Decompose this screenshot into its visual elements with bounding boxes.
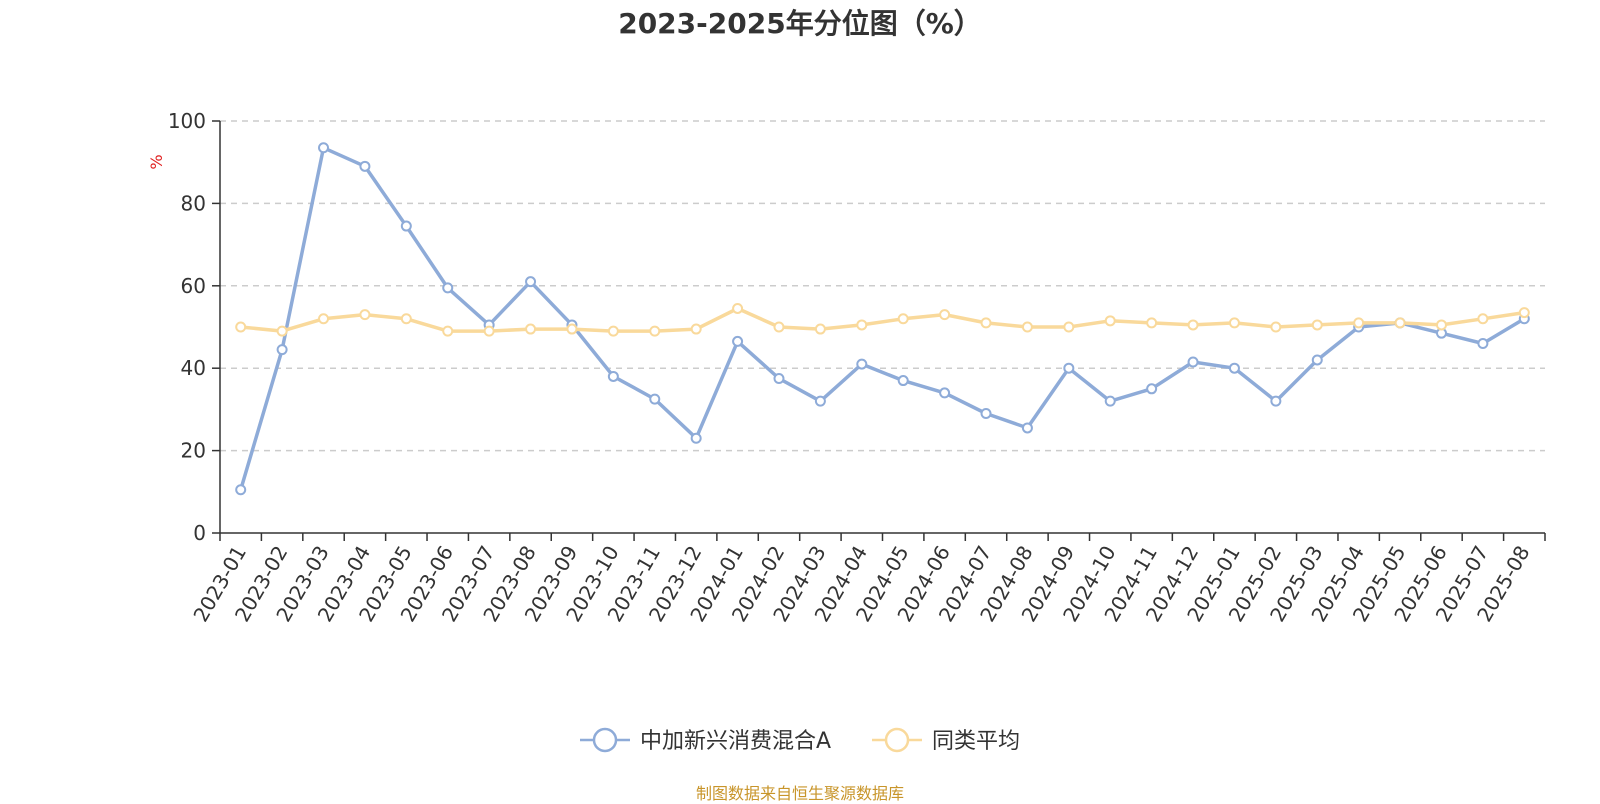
data-point-0[interactable] [1228, 362, 1240, 374]
grid-layer [220, 120, 1545, 452]
data-point-1[interactable] [359, 309, 371, 321]
data-point-0[interactable] [1311, 354, 1323, 366]
data-point-0[interactable] [732, 335, 744, 347]
series-line-0 [239, 146, 1526, 491]
legend[interactable]: 中加新兴消费混合A 同类平均 [580, 727, 1020, 754]
data-point-1[interactable] [897, 313, 909, 325]
data-point-1[interactable] [483, 325, 495, 337]
data-point-1[interactable] [1063, 321, 1075, 333]
data-point-1[interactable] [276, 325, 288, 337]
data-point-1[interactable] [400, 313, 412, 325]
data-point-1[interactable] [773, 321, 785, 333]
data-point-1[interactable] [607, 325, 619, 337]
series-layer [235, 142, 1530, 496]
y-tick-label: 100 [168, 109, 206, 133]
data-point-0[interactable] [318, 142, 330, 154]
legend-marker [884, 727, 910, 753]
data-point-1[interactable] [1021, 321, 1033, 333]
data-point-1[interactable] [566, 323, 578, 335]
y-tick-label: 60 [181, 274, 206, 298]
legend-marker [592, 727, 618, 753]
data-point-1[interactable] [649, 325, 661, 337]
data-point-0[interactable] [690, 432, 702, 444]
axis-layer: 020406080100%2023-012023-022023-032023-0… [147, 109, 1546, 626]
data-point-0[interactable] [939, 387, 951, 399]
series-line-1 [240, 306, 1525, 333]
data-point-1[interactable] [442, 325, 454, 337]
legend-label: 中加新兴消费混合A [640, 729, 831, 754]
y-tick-label: 0 [193, 521, 206, 545]
data-point-1[interactable] [690, 323, 702, 335]
data-point-1[interactable] [1353, 317, 1365, 329]
data-point-1[interactable] [525, 323, 537, 335]
data-point-1[interactable] [1187, 319, 1199, 331]
data-point-1[interactable] [1270, 321, 1282, 333]
data-point-0[interactable] [400, 220, 412, 232]
data-point-1[interactable] [1311, 319, 1323, 331]
data-point-0[interactable] [897, 375, 909, 387]
data-point-0[interactable] [1270, 395, 1282, 407]
data-point-1[interactable] [1146, 317, 1158, 329]
data-point-0[interactable] [359, 160, 371, 172]
data-point-1[interactable] [1228, 317, 1240, 329]
data-point-0[interactable] [442, 282, 454, 294]
data-point-0[interactable] [856, 358, 868, 370]
data-point-1[interactable] [1394, 317, 1406, 329]
data-point-0[interactable] [1187, 356, 1199, 368]
y-tick-label: 20 [181, 439, 206, 463]
data-point-1[interactable] [856, 319, 868, 331]
legend-label: 同类平均 [932, 729, 1020, 754]
legend-item-0[interactable]: 中加新兴消费混合A [580, 727, 831, 754]
data-point-0[interactable] [1021, 422, 1033, 434]
data-point-0[interactable] [773, 373, 785, 384]
data-point-1[interactable] [732, 302, 744, 314]
data-point-0[interactable] [276, 344, 288, 356]
data-point-1[interactable] [939, 309, 951, 321]
data-point-1[interactable] [1104, 315, 1116, 327]
data-point-0[interactable] [525, 276, 537, 288]
data-point-0[interactable] [1146, 383, 1158, 395]
y-axis-label: % [147, 154, 166, 169]
data-point-1[interactable] [814, 323, 826, 335]
data-point-1[interactable] [1435, 319, 1447, 331]
data-point-1[interactable] [980, 317, 992, 329]
data-point-0[interactable] [1477, 337, 1489, 349]
data-point-0[interactable] [980, 408, 992, 420]
data-point-1[interactable] [235, 321, 247, 333]
data-point-1[interactable] [1477, 313, 1489, 325]
data-point-0[interactable] [814, 395, 826, 407]
y-tick-label: 80 [181, 191, 206, 215]
legend-item-1[interactable]: 同类平均 [872, 727, 1020, 754]
source-note: 制图数据来自恒生聚源数据库 [695, 784, 904, 803]
y-tick-label: 40 [181, 356, 206, 380]
data-point-0[interactable] [607, 370, 619, 382]
data-point-1[interactable] [318, 313, 330, 325]
data-point-0[interactable] [235, 484, 247, 496]
data-point-0[interactable] [1063, 362, 1075, 374]
data-point-0[interactable] [649, 393, 661, 405]
chart-title: 2023-2025年分位图（%） [618, 7, 982, 40]
data-point-0[interactable] [1104, 395, 1116, 407]
data-point-1[interactable] [1518, 307, 1530, 319]
